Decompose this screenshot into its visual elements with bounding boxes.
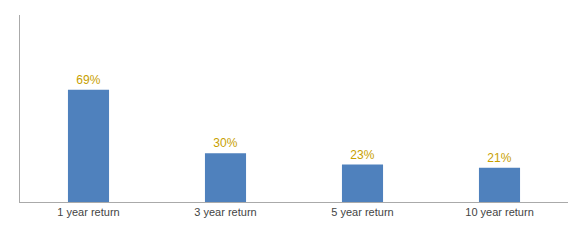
svg-text:23%: 23% (350, 148, 374, 162)
svg-text:5 year return: 5 year return (331, 206, 393, 218)
svg-text:21%: 21% (487, 151, 511, 165)
svg-text:3 year return: 3 year return (194, 206, 256, 218)
svg-text:1 year return: 1 year return (57, 206, 119, 218)
svg-text:30%: 30% (213, 136, 237, 150)
svg-text:10 year return: 10 year return (465, 206, 533, 218)
svg-text:69%: 69% (76, 73, 100, 87)
